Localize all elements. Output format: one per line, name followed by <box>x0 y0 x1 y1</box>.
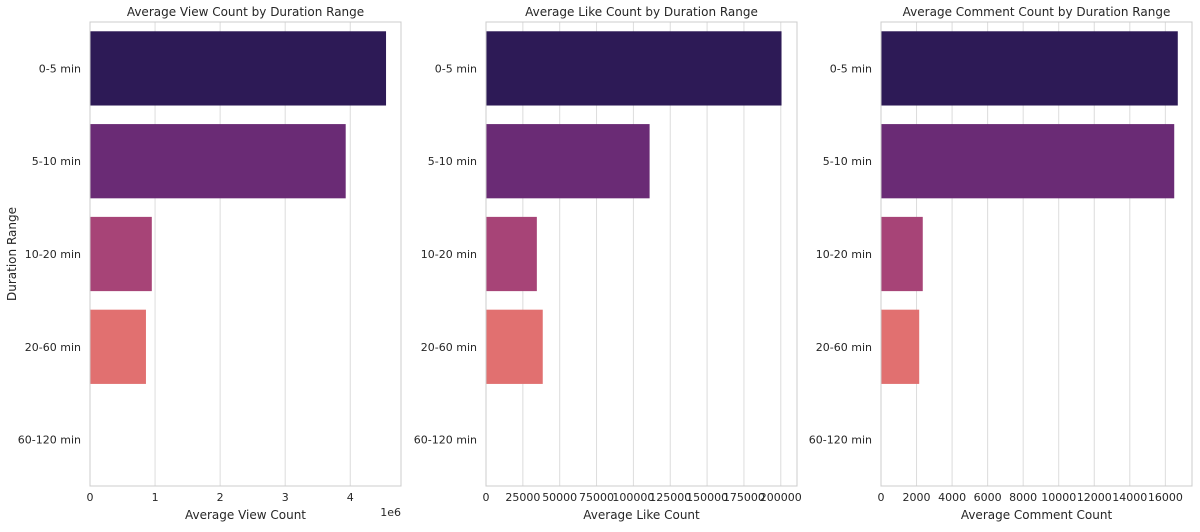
y-tick-label: 0-5 min <box>435 62 477 75</box>
plot-frame <box>89 21 402 487</box>
y-tick-label: 10-20 min <box>25 248 81 261</box>
plot-frame <box>485 21 798 487</box>
x-axis-label: Average Like Count <box>583 508 700 522</box>
chart-title: Average Like Count by Duration Range <box>525 5 758 19</box>
x-tick-label: 125000 <box>649 491 691 504</box>
y-tick-label: 5-10 min <box>32 155 81 168</box>
chart-panel-1: 0-5 min 5-10 min 10-20 min 20-60 min 60-120 … <box>18 5 402 522</box>
y-tick-label: 60-120 min <box>18 434 81 447</box>
y-tick-label: 5-10 min <box>823 155 872 168</box>
x-tick-label: 10000 <box>1041 491 1076 504</box>
x-tick-label: 6000 <box>974 491 1002 504</box>
bar-5-10-min <box>881 124 1175 199</box>
bar-20-60-min <box>486 309 543 384</box>
x-tick-label: 150000 <box>686 491 728 504</box>
x-tick-label: 8000 <box>1009 491 1037 504</box>
bar-20-60-min <box>881 309 920 384</box>
x-axis-label: Average View Count <box>185 508 306 522</box>
x-tick-label: 4000 <box>938 491 966 504</box>
plot-frame <box>880 21 1193 487</box>
chart-panel-3: 0-5 min 5-10 min 10-20 min 20-60 min 60-120 … <box>809 5 1193 522</box>
x-tick-label: 12000 <box>1077 491 1112 504</box>
x-tick-label: 1 <box>152 491 159 504</box>
x-tick-label: 3 <box>282 491 289 504</box>
chart-title: Average View Count by Duration Range <box>127 5 364 19</box>
bar-5-10-min <box>90 124 346 199</box>
x-tick-label: 0 <box>87 491 94 504</box>
x-tick-label: 100000 <box>612 491 654 504</box>
y-tick-label: 60-120 min <box>809 434 872 447</box>
chart-panel-2: 0-5 min 5-10 min 10-20 min 20-60 min 60-120 … <box>414 5 802 522</box>
x-tick-label: 4 <box>347 491 354 504</box>
figure-ylabel: Duration Range <box>5 207 19 301</box>
y-tick-label: 20-60 min <box>421 341 477 354</box>
x-tick-label: 0 <box>483 491 490 504</box>
bar-0-5-min <box>90 31 387 106</box>
bar-0-5-min <box>486 31 782 106</box>
y-tick-label: 0-5 min <box>39 62 81 75</box>
bar-10-20-min <box>881 216 923 292</box>
x-tick-label: 14000 <box>1112 491 1147 504</box>
y-tick-label: 20-60 min <box>816 341 872 354</box>
y-tick-label: 5-10 min <box>428 155 477 168</box>
y-tick-label: 10-20 min <box>421 248 477 261</box>
bar-10-20-min <box>486 216 537 292</box>
x-tick-label: 2 <box>217 491 224 504</box>
x-tick-label: 50000 <box>542 491 577 504</box>
x-tick-label: 0 <box>878 491 885 504</box>
x-tick-label: 175000 <box>723 491 765 504</box>
bar-5-10-min <box>486 124 650 199</box>
y-tick-label: 10-20 min <box>816 248 872 261</box>
x-tick-label: 2000 <box>903 491 931 504</box>
x-axis-label: Average Comment Count <box>961 508 1113 522</box>
y-tick-label: 0-5 min <box>830 62 872 75</box>
bar-0-5-min <box>881 31 1178 106</box>
x-tick-label: 25000 <box>505 491 540 504</box>
x-axis-offset-text: 1e6 <box>380 506 401 519</box>
x-tick-label: 16000 <box>1148 491 1183 504</box>
bar-10-20-min <box>90 216 152 292</box>
y-tick-label: 20-60 min <box>25 341 81 354</box>
x-tick-label: 200000 <box>760 491 802 504</box>
y-tick-label: 60-120 min <box>414 434 477 447</box>
chart-title: Average Comment Count by Duration Range <box>903 5 1171 19</box>
x-tick-label: 75000 <box>579 491 614 504</box>
bar-20-60-min <box>90 309 146 384</box>
